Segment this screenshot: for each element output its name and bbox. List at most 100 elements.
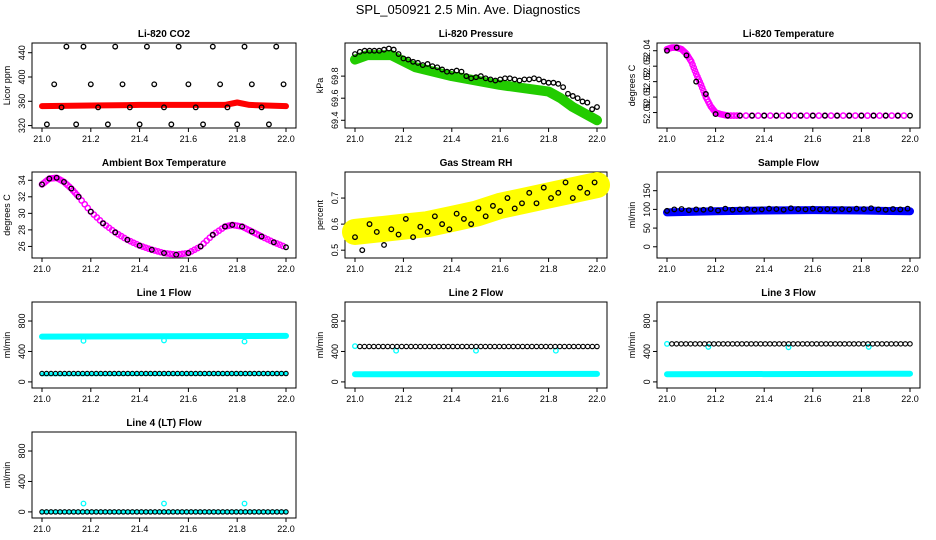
- x-tick-label: 22.0: [901, 134, 919, 144]
- data-point-black: [555, 189, 562, 196]
- data-point-magenta: [864, 112, 871, 119]
- data-point-black: [283, 509, 289, 515]
- data-point-black: [477, 343, 484, 350]
- data-point-black: [548, 195, 554, 202]
- data-point-black: [860, 206, 867, 212]
- data-point-black: [715, 207, 721, 214]
- data-point-black: [112, 229, 119, 236]
- data-point-black: [405, 56, 412, 63]
- data-point-magenta: [166, 250, 174, 258]
- series-band-cyan: [664, 370, 913, 378]
- data-point-magenta: [154, 248, 162, 255]
- data-point-black: [136, 121, 143, 128]
- x-tick-label: 21.0: [658, 264, 676, 274]
- data-point-black: [724, 112, 731, 119]
- data-point-black: [482, 213, 489, 220]
- y-tick-label: 400: [330, 344, 340, 359]
- data-point-black: [161, 250, 167, 256]
- y-axis-label: degrees C: [627, 64, 637, 106]
- data-point-magenta: [279, 242, 287, 250]
- data-point-black: [673, 44, 680, 51]
- data-point-cyan: [161, 337, 167, 344]
- data-point-black: [822, 112, 828, 119]
- data-point-black: [664, 47, 670, 54]
- data-point-black: [790, 341, 797, 347]
- data-point-black: [61, 178, 67, 185]
- y-tick-label: 26: [17, 241, 27, 251]
- x-tick-label: 22.0: [277, 264, 295, 274]
- y-axis-label: ml/min: [627, 332, 637, 359]
- x-tick-label: 21.8: [540, 264, 558, 274]
- data-point-black: [366, 221, 373, 228]
- y-axis-label: ml/min: [2, 462, 12, 489]
- data-point-black: [175, 43, 182, 50]
- data-point-cyan: [80, 337, 87, 344]
- data-point-cyan: [161, 500, 167, 507]
- x-tick-label: 21.2: [395, 394, 413, 404]
- x-tick-label: 21.4: [131, 134, 149, 144]
- data-point-cyan: [80, 500, 87, 507]
- data-point-black: [505, 343, 512, 350]
- data-point-black: [273, 43, 280, 50]
- data-point-black: [673, 341, 680, 347]
- x-tick-label: 22.0: [588, 134, 606, 144]
- y-tick-label: 400: [17, 474, 27, 489]
- data-point-black: [538, 343, 544, 350]
- data-point-black: [431, 343, 437, 350]
- y-tick-label: 360: [17, 94, 27, 109]
- data-point-black: [762, 341, 768, 347]
- x-tick-label: 21.2: [82, 264, 100, 274]
- y-axis-label: degrees C: [2, 194, 12, 236]
- x-tick-label: 21.0: [33, 394, 51, 404]
- data-point-black: [357, 343, 363, 350]
- data-point-black: [771, 341, 778, 347]
- data-point-black: [743, 341, 750, 347]
- data-point-magenta: [178, 250, 186, 258]
- data-point-black: [453, 210, 460, 217]
- data-point-black: [591, 179, 598, 186]
- data-point-black: [63, 43, 70, 50]
- data-point-black: [229, 221, 236, 228]
- data-point-black: [574, 95, 581, 102]
- chart-title: Line 1 Flow: [137, 288, 192, 299]
- x-tick-label: 22.0: [277, 394, 295, 404]
- data-point-black: [711, 341, 717, 347]
- data-point-black: [894, 112, 901, 119]
- data-point-black: [46, 175, 53, 182]
- plot-frame: [31, 431, 297, 519]
- data-point-black: [795, 341, 801, 347]
- data-point-black: [540, 184, 547, 191]
- data-point-black: [540, 78, 547, 85]
- data-point-black: [787, 205, 794, 212]
- x-tick-label: 21.4: [755, 394, 773, 404]
- data-point-black: [832, 341, 839, 347]
- chart-panel-co2: Li-820 CO2 Licor ppm 21.0 21.2 21.4 21.6 21.8 2…: [2, 29, 297, 144]
- x-tick-label: 21.8: [228, 264, 246, 274]
- data-point-black: [839, 206, 845, 212]
- data-point-black: [87, 81, 94, 88]
- data-point-black: [897, 206, 904, 213]
- data-point-magenta: [182, 250, 189, 257]
- x-tick-label: 21.0: [346, 134, 364, 144]
- data-point-black: [870, 112, 877, 119]
- x-tick-label: 21.8: [228, 134, 246, 144]
- data-point-black: [100, 220, 106, 227]
- data-point-black: [529, 343, 535, 350]
- data-point-black: [566, 343, 572, 350]
- data-point-black: [68, 185, 75, 192]
- data-point-black: [477, 73, 484, 80]
- data-point-black: [417, 343, 424, 350]
- x-tick-label: 21.4: [755, 134, 773, 144]
- data-point-black: [283, 370, 289, 377]
- data-point-magenta: [779, 112, 786, 119]
- data-point-black: [402, 215, 409, 222]
- data-point-cyan: [241, 338, 248, 345]
- y-tick-label: 0.7: [330, 192, 340, 205]
- x-tick-label: 21.8: [228, 524, 246, 534]
- data-point-black: [888, 341, 895, 347]
- data-point-black: [748, 341, 754, 347]
- data-point-black: [375, 343, 382, 350]
- data-point-black: [818, 341, 825, 347]
- y-tick-label: 52.01: [642, 86, 652, 109]
